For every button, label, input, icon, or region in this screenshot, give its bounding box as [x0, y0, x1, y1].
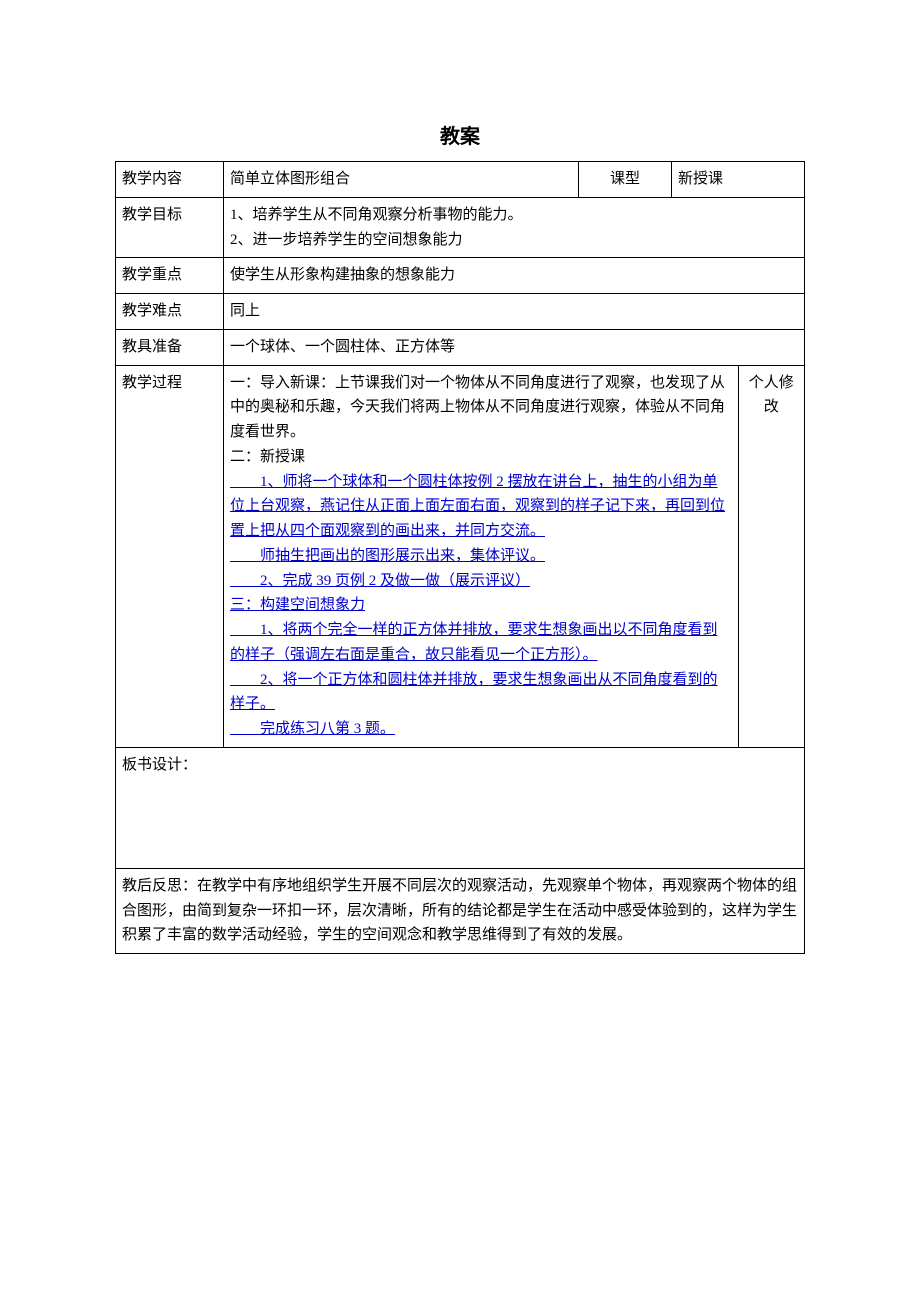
- process-p2: 二：新授课: [230, 445, 732, 470]
- process-link-7[interactable]: 完成练习八第 3 题。: [230, 717, 732, 742]
- label-key: 教学重点: [116, 258, 224, 294]
- goal-line-1: 1、培养学生从不同角观察分析事物的能力。: [230, 203, 798, 228]
- process-link-4[interactable]: 三：构建空间想象力: [230, 593, 732, 618]
- process-link-6[interactable]: 2、将一个正方体和圆柱体并排放，要求生想象画出从不同角度看到的样子。: [230, 668, 732, 718]
- goal-line-2: 2、进一步培养学生的空间想象能力: [230, 228, 798, 253]
- value-key: 使学生从形象构建抽象的想象能力: [224, 258, 805, 294]
- value-content: 简单立体图形组合: [224, 162, 579, 198]
- value-process: 一：导入新课：上节课我们对一个物体从不同角度进行了观察，也发现了从中的奥秘和乐趣…: [224, 365, 739, 747]
- value-goal: 1、培养学生从不同角观察分析事物的能力。 2、进一步培养学生的空间想象能力: [224, 197, 805, 258]
- process-link-2[interactable]: 师抽生把画出的图形展示出来，集体评议。: [230, 544, 732, 569]
- label-process: 教学过程: [116, 365, 224, 747]
- label-content: 教学内容: [116, 162, 224, 198]
- label-goal: 教学目标: [116, 197, 224, 258]
- board-design: 板书设计：: [116, 747, 805, 868]
- label-difficulty: 教学难点: [116, 294, 224, 330]
- reflection: 教后反思：在教学中有序地组织学生开展不同层次的观察活动，先观察单个物体，再观察两…: [116, 868, 805, 953]
- label-tools: 教具准备: [116, 329, 224, 365]
- value-difficulty: 同上: [224, 294, 805, 330]
- page-title: 教案: [115, 120, 805, 149]
- process-link-5[interactable]: 1、将两个完全一样的正方体并排放，要求生想象画出以不同角度看到的样子（强调左右面…: [230, 618, 732, 668]
- process-link-3[interactable]: 2、完成 39 页例 2 及做一做（展示评议）: [230, 569, 732, 594]
- value-class-type: 新授课: [672, 162, 805, 198]
- label-class-type: 课型: [579, 162, 672, 198]
- lesson-plan-table: 教学内容 简单立体图形组合 课型 新授课 教学目标 1、培养学生从不同角观察分析…: [115, 161, 805, 954]
- process-p1: 一：导入新课：上节课我们对一个物体从不同角度进行了观察，也发现了从中的奥秘和乐趣…: [230, 371, 732, 445]
- label-personal-mod: 个人修改: [738, 365, 805, 747]
- process-link-1[interactable]: 1、师将一个球体和一个圆柱体按例 2 摆放在讲台上，抽生的小组为单位上台观察，燕…: [230, 470, 732, 544]
- value-tools: 一个球体、一个圆柱体、正方体等: [224, 329, 805, 365]
